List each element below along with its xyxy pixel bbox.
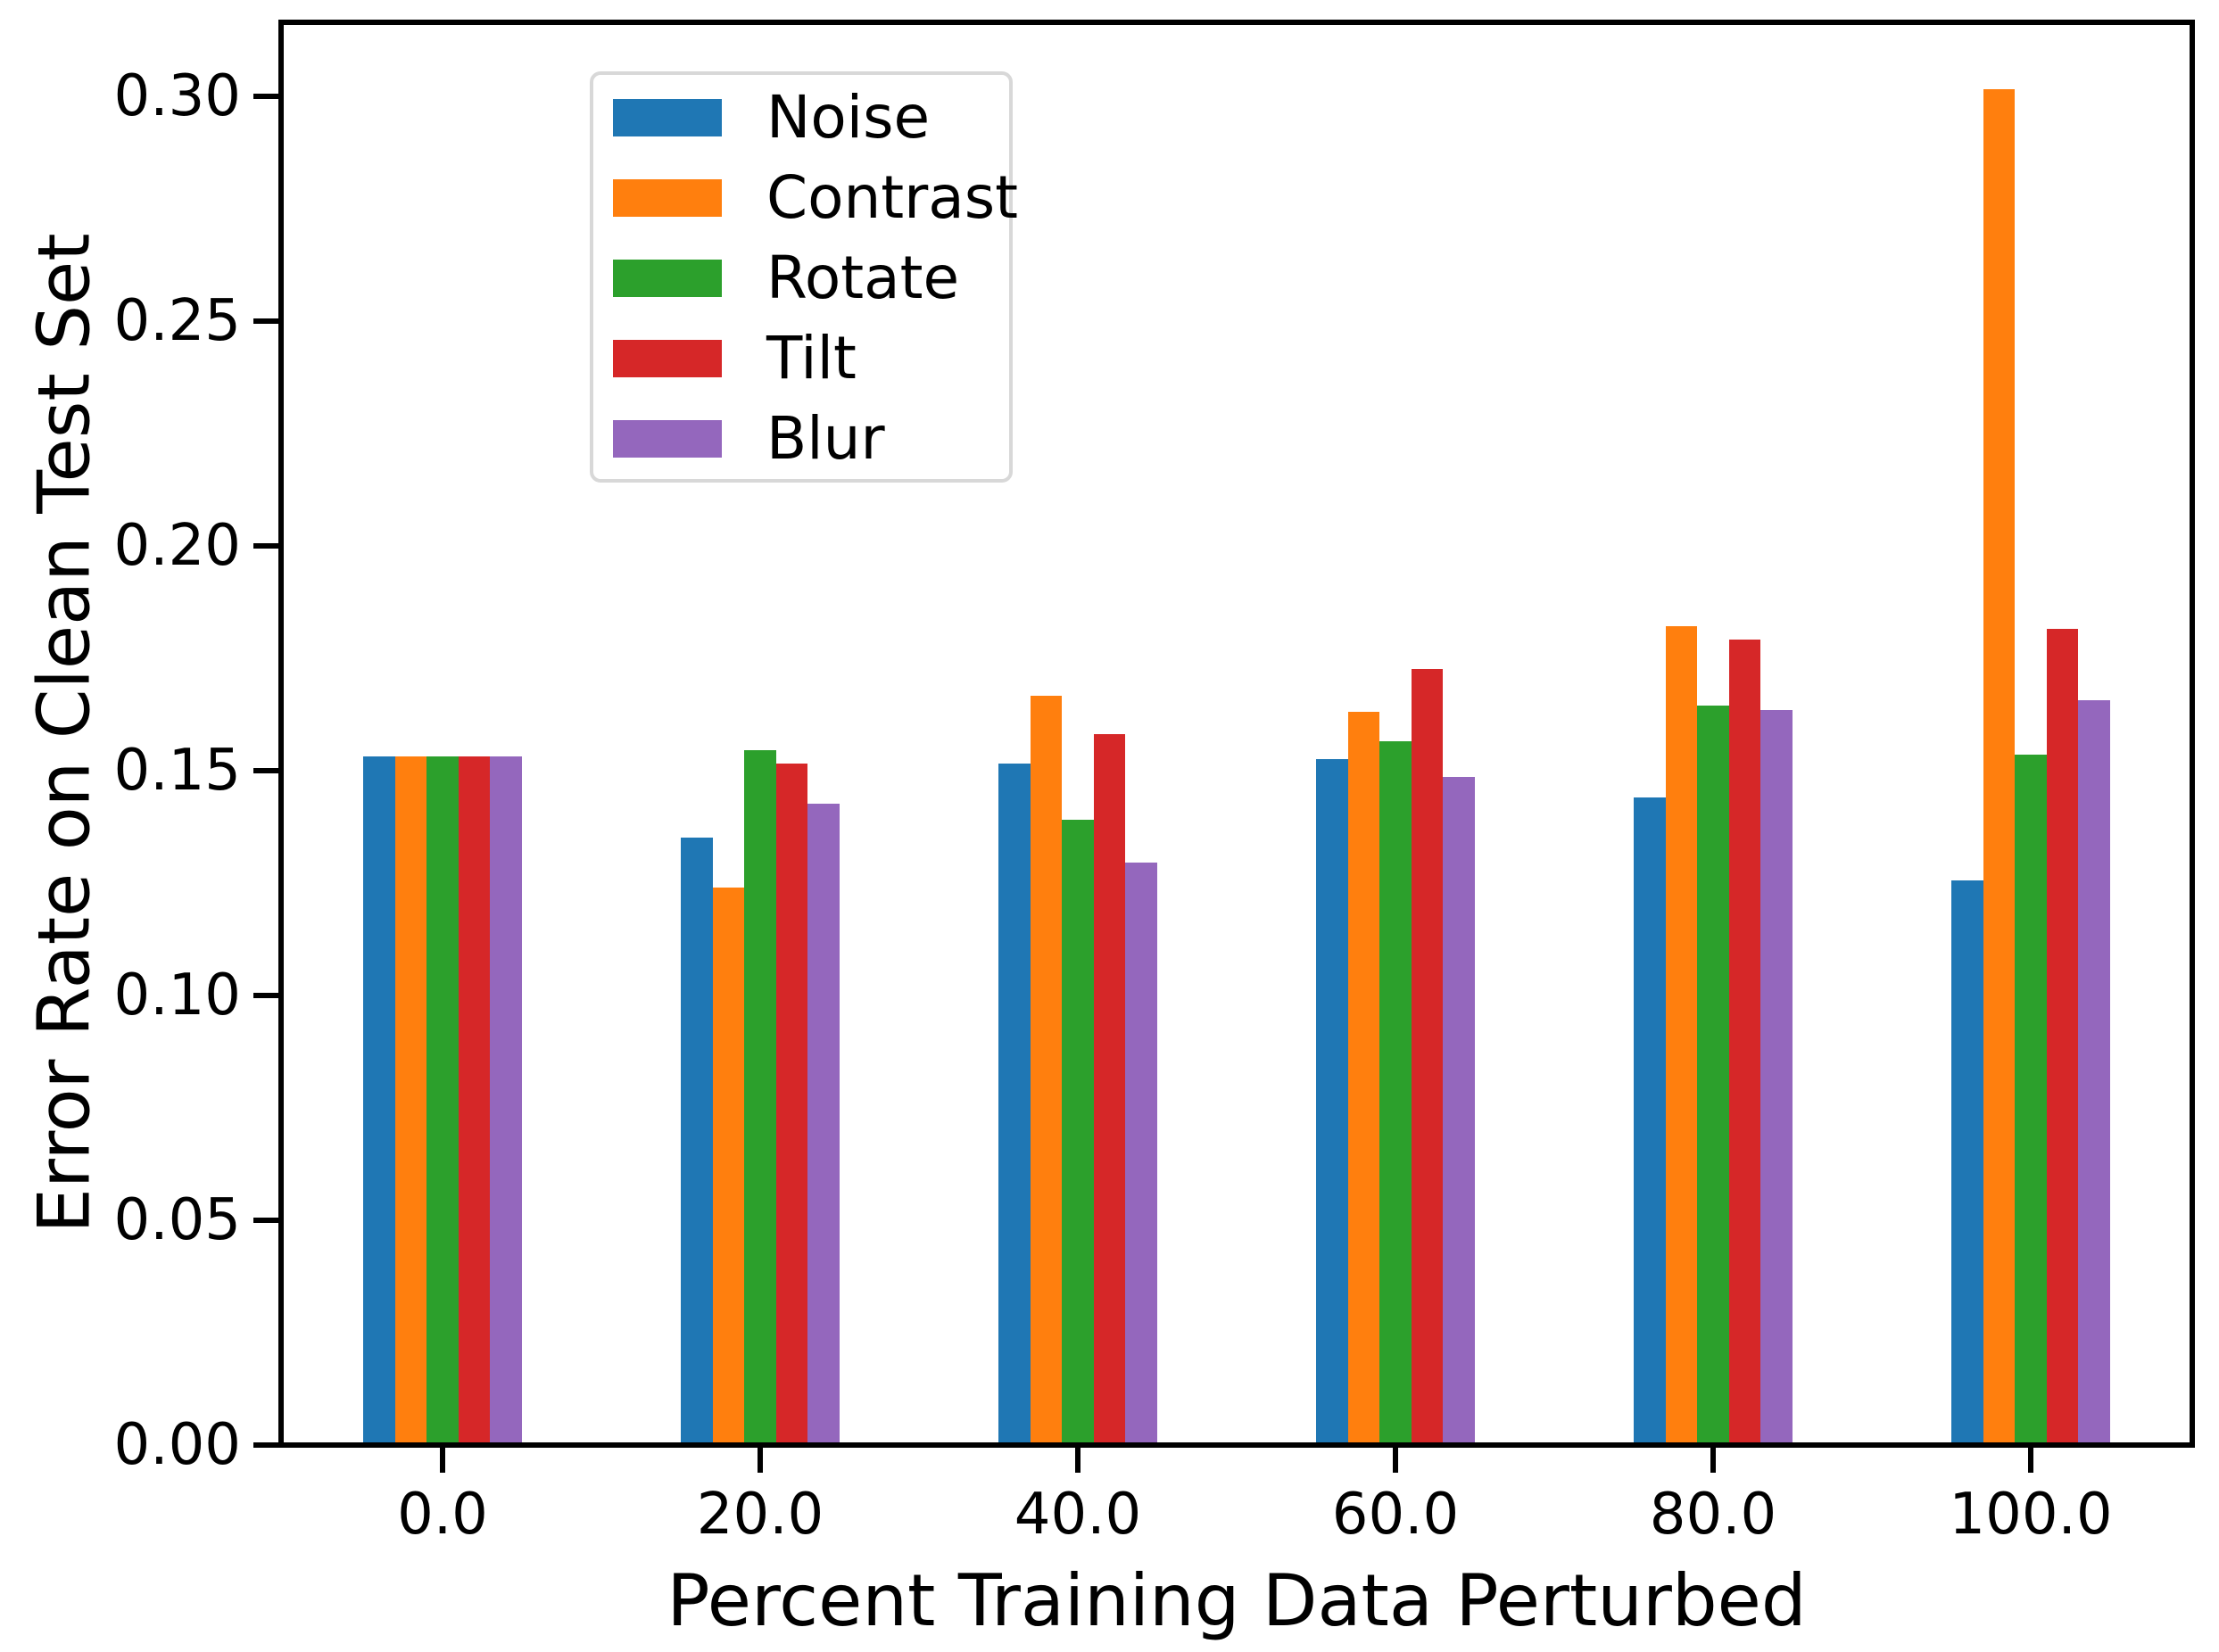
bar-contrast-20.0 xyxy=(712,887,745,1442)
x-tick-mark xyxy=(440,1448,445,1473)
legend-label-contrast: Contrast xyxy=(766,163,1019,232)
bar-contrast-100.0 xyxy=(1983,89,2016,1442)
bar-contrast-40.0 xyxy=(1030,696,1063,1442)
y-tick-label-0.10: 0.10 xyxy=(113,962,242,1029)
bar-group-60.0 xyxy=(1237,25,1554,1442)
y-tick-label-0.05: 0.05 xyxy=(113,1187,242,1254)
y-tick-mark xyxy=(253,1442,278,1448)
legend-swatch-tilt xyxy=(613,340,722,377)
x-tick-label-40.0: 40.0 xyxy=(1014,1482,1142,1548)
x-tick-label-60.0: 60.0 xyxy=(1331,1482,1460,1548)
bar-blur-0.0 xyxy=(490,756,522,1442)
y-tick-label-0.20: 0.20 xyxy=(113,513,242,580)
bar-rotate-40.0 xyxy=(1062,820,1094,1442)
legend-entry-rotate: Rotate xyxy=(613,238,1009,318)
bar-blur-100.0 xyxy=(2078,700,2110,1442)
legend-label-rotate: Rotate xyxy=(766,244,960,312)
x-tick-label-80.0: 80.0 xyxy=(1649,1482,1777,1548)
bar-tilt-80.0 xyxy=(1728,640,1761,1442)
y-tick-label-0.00: 0.00 xyxy=(113,1412,242,1478)
bar-rotate-80.0 xyxy=(1697,705,1729,1442)
bar-group-80.0 xyxy=(1554,25,1872,1442)
y-tick-mark xyxy=(253,318,278,325)
legend-entry-noise: Noise xyxy=(613,78,1009,158)
bar-contrast-80.0 xyxy=(1665,626,1698,1442)
bar-group-40.0 xyxy=(919,25,1237,1442)
bars-layer xyxy=(284,25,2190,1442)
y-tick-mark xyxy=(253,94,278,100)
x-tick-label-20.0: 20.0 xyxy=(696,1482,824,1548)
bar-tilt-60.0 xyxy=(1411,669,1444,1442)
x-tick-mark xyxy=(758,1448,763,1473)
x-axis-label: Percent Training Data Perturbed xyxy=(667,1559,1807,1642)
bar-rotate-0.0 xyxy=(426,756,459,1442)
bar-rotate-20.0 xyxy=(744,749,776,1442)
y-tick-mark xyxy=(253,993,278,999)
legend-label-blur: Blur xyxy=(766,404,885,473)
y-tick-mark xyxy=(253,768,278,774)
legend-entry-tilt: Tilt xyxy=(613,318,1009,399)
legend-swatch-rotate xyxy=(613,260,722,297)
bar-contrast-0.0 xyxy=(394,756,427,1442)
y-tick-mark xyxy=(253,1218,278,1224)
bar-noise-60.0 xyxy=(1316,759,1348,1442)
bar-tilt-20.0 xyxy=(775,764,808,1442)
bar-contrast-60.0 xyxy=(1347,712,1380,1442)
bar-noise-100.0 xyxy=(1951,880,1983,1442)
x-tick-mark xyxy=(2028,1448,2033,1473)
y-tick-mark xyxy=(253,543,278,549)
legend-swatch-blur xyxy=(613,420,722,458)
x-tick-label-0.0: 0.0 xyxy=(397,1482,488,1548)
bar-noise-80.0 xyxy=(1634,797,1666,1442)
legend-swatch-noise xyxy=(613,99,722,136)
legend: Noise Contrast Rotate Tilt Blur xyxy=(590,71,1018,483)
y-tick-label-0.15: 0.15 xyxy=(113,738,242,805)
bar-blur-60.0 xyxy=(1443,777,1475,1442)
x-tick-mark xyxy=(1393,1448,1398,1473)
bar-rotate-60.0 xyxy=(1379,740,1412,1442)
bar-rotate-100.0 xyxy=(2015,754,2047,1442)
bar-tilt-100.0 xyxy=(2046,628,2079,1442)
bar-tilt-0.0 xyxy=(458,756,491,1442)
bar-blur-40.0 xyxy=(1125,862,1157,1442)
x-tick-label-100.0: 100.0 xyxy=(1949,1482,2113,1548)
y-tick-label-0.30: 0.30 xyxy=(113,63,242,130)
x-tick-mark xyxy=(1075,1448,1081,1473)
y-tick-label-0.25: 0.25 xyxy=(113,288,242,355)
legend-label-tilt: Tilt xyxy=(766,324,857,392)
bar-group-0.0 xyxy=(284,25,601,1442)
y-axis-label: Error Rate on Clean Test Set xyxy=(22,233,106,1234)
bar-blur-20.0 xyxy=(807,804,840,1442)
legend-entry-blur: Blur xyxy=(613,399,1009,479)
bar-blur-80.0 xyxy=(1760,709,1793,1442)
legend-label-noise: Noise xyxy=(766,83,931,152)
bar-group-20.0 xyxy=(601,25,919,1442)
bar-tilt-40.0 xyxy=(1093,734,1126,1442)
legend-swatch-contrast xyxy=(613,179,722,217)
legend-entry-contrast: Contrast xyxy=(613,158,1018,238)
bar-group-100.0 xyxy=(1872,25,2190,1442)
bar-noise-0.0 xyxy=(363,756,395,1442)
bar-noise-40.0 xyxy=(998,764,1031,1442)
bar-noise-20.0 xyxy=(681,838,713,1442)
plot-area: Noise Contrast Rotate Tilt Blur xyxy=(278,20,2195,1448)
x-tick-mark xyxy=(1710,1448,1716,1473)
